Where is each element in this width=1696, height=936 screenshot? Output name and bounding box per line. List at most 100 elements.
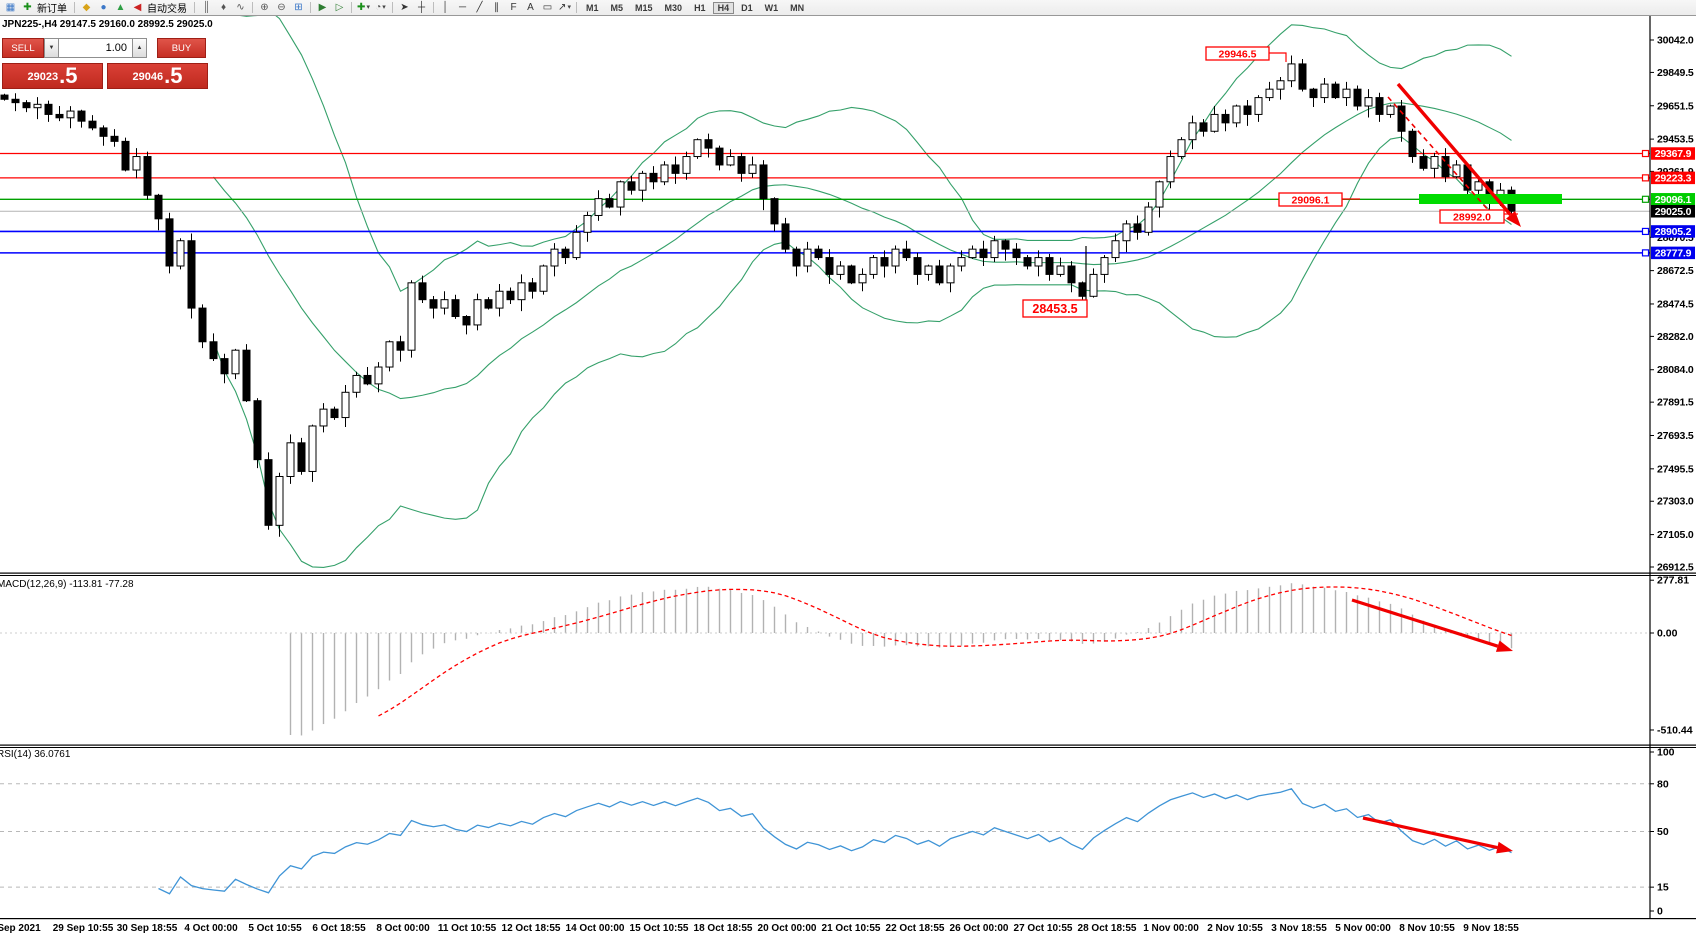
candle-body [858,273,867,284]
zoom-in-icon[interactable]: ⊕ [260,2,269,13]
periods-icon[interactable]: ◔ ▾ [375,2,386,13]
panel-separator[interactable] [0,572,1696,574]
fibonacci-icon[interactable]: F [510,2,517,13]
candle-body [374,366,383,385]
dropdown-caret-icon[interactable]: ▾ [382,4,386,11]
panel-separator[interactable] [0,575,1696,576]
candle-body [286,442,295,477]
editor-icon[interactable]: ◆ [82,2,91,13]
candlestick-chart-icon[interactable]: ♦ [220,2,227,13]
volume-input[interactable] [59,38,132,58]
price-tick-label: 28282.0 [1657,331,1694,343]
time-axis-label: 11 Oct 10:55 [438,923,497,934]
new-order-label[interactable]: 新订单 [37,4,67,15]
panel-separator[interactable] [0,747,1696,748]
dropdown-caret-icon[interactable]: ▾ [366,4,370,11]
dropdown-caret-icon[interactable]: ▾ [567,4,571,11]
candle-body [748,164,757,174]
new-order-icon[interactable]: ✚ [23,2,32,13]
level-line-handle[interactable] [1641,227,1650,236]
candle-body [88,120,97,129]
time-axis-label: 9 Nov 18:55 [1463,923,1519,934]
channel-icon[interactable]: ∥ [494,2,499,13]
buy-button[interactable]: BUY [157,38,206,58]
sell-button[interactable]: SELL [2,38,44,58]
timeframe-button-m30[interactable]: M30 [664,2,683,13]
trendline-icon[interactable]: ╱ [476,2,483,13]
vertical-line-icon[interactable]: │ [442,2,449,13]
level-line-handle[interactable] [1641,195,1650,203]
timeframe-button-mn[interactable]: MN [790,2,805,13]
highlight-rectangle[interactable] [1419,194,1562,204]
candle-body [1287,63,1296,82]
timeframe-button-d1[interactable]: D1 [741,2,753,13]
level-line-handle[interactable] [1641,249,1650,257]
trend-line-dashed[interactable] [1387,96,1498,221]
price-tick-label: 28084.0 [1657,364,1694,376]
toolbar-separator [252,2,253,13]
signal-icon[interactable]: ▲ [115,2,126,13]
timeframe-button-h1[interactable]: H1 [694,2,706,13]
crosshair-icon[interactable]: ┼ [417,2,426,13]
timeframe-button-w1[interactable]: W1 [764,2,779,13]
price-tick-label: 27891.5 [1657,397,1694,409]
tile-windows-icon[interactable]: ⊞ [294,2,303,13]
candle-body [517,282,526,301]
profile-icon[interactable]: ● [100,2,107,13]
line-chart-icon[interactable]: ∿ [236,2,245,13]
candle-body [1155,181,1164,208]
trend-arrow-macd[interactable] [1351,598,1499,648]
add-indicator-icon[interactable]: ✚ ▾ [357,2,370,13]
chart-shift-icon[interactable]: ▷ [335,2,344,13]
candle-body [649,172,658,183]
time-axis-label: 12 Oct 18:55 [502,923,561,934]
annotation-box[interactable] [1439,209,1505,224]
panel-separator[interactable] [0,744,1696,746]
buy-price-display[interactable]: 29046.5 [107,63,208,89]
annotation-box[interactable] [1278,192,1343,207]
trend-arrow-main[interactable] [1396,82,1512,216]
chart-window-icon[interactable]: ▦ [5,2,16,13]
autotrading-label[interactable]: 自动交易 [147,4,187,15]
annotation-box[interactable] [1205,46,1270,61]
annotation-box[interactable] [1022,299,1088,318]
candle-body [1001,240,1010,250]
arrows-icon[interactable]: ↗ ▾ [558,2,571,13]
candle-body [660,164,669,183]
time-axis-label: 14 Oct 00:00 [566,923,625,934]
horizontal-line-icon[interactable]: ─ [458,2,467,13]
cursor-icon[interactable]: ➤ [400,2,409,13]
candle-body [968,248,977,259]
timeframe-button-m1[interactable]: M1 [586,2,599,13]
candle-body [825,257,834,275]
panel-separator[interactable] [0,918,1696,920]
timeframe-button-m5[interactable]: M5 [610,2,624,13]
candle-body [572,231,581,259]
level-line-handle[interactable] [1641,149,1650,158]
volume-increase-button[interactable]: ▲ [132,38,147,58]
level-price-tag [1651,225,1695,238]
price-tick-label: 27105.0 [1657,529,1694,541]
candle-body [594,198,603,216]
timeframe-button-h4[interactable]: H4 [712,1,735,14]
sell-price-display[interactable]: 29023.5 [2,63,103,89]
bar-chart-icon[interactable]: ║ [202,2,211,13]
zoom-out-icon[interactable]: ⊖ [277,2,286,13]
text-icon[interactable]: A [527,2,534,13]
autotrading-icon[interactable]: ◀ [133,2,142,13]
candle-body [979,248,988,259]
candle-body [924,265,933,275]
label-icon[interactable]: ▭ [542,2,553,13]
toolbar-separator [576,2,577,13]
level-price-tag-text: 29367.9 [1655,148,1692,160]
annotation-text: 28453.5 [1032,302,1077,316]
price-tick-label: 27693.5 [1657,430,1694,442]
trend-arrow-rsi[interactable] [1362,816,1498,850]
level-line-handle[interactable] [1641,174,1650,182]
auto-scroll-icon[interactable]: ▶ [318,2,327,13]
candle-body [1199,122,1208,132]
volume-decrease-button[interactable]: ▼ [44,38,59,58]
timeframe-button-m15[interactable]: M15 [635,2,653,13]
